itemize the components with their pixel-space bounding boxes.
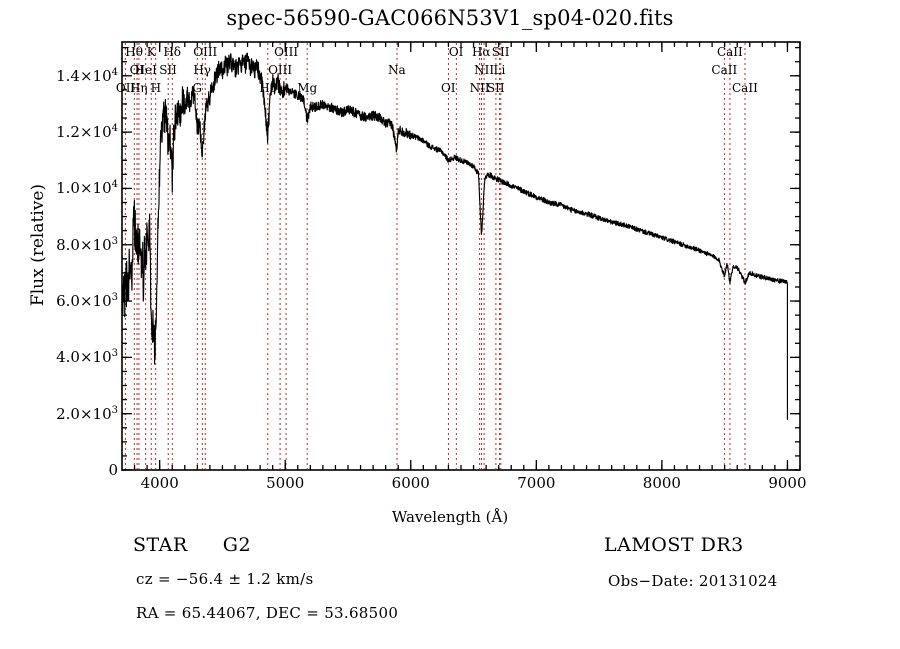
x-tick-label: 6000	[391, 474, 430, 492]
spectral-line-label: OII	[115, 81, 136, 95]
spectral-line-label: SII	[486, 81, 505, 95]
spectral-line-label: NII	[474, 63, 495, 77]
x-tick-label: 4000	[140, 474, 179, 492]
y-tick-label: 4.0×103	[56, 348, 118, 367]
spectral-line-label: OIII	[193, 45, 218, 59]
spectral-line-label: Hθ	[125, 45, 143, 59]
spectral-line-label: OI	[440, 81, 456, 95]
spectral-line-label: OIII	[274, 45, 299, 59]
spectral-line-label: Na	[387, 63, 406, 77]
spectral-line-label: OI	[448, 45, 464, 59]
spectral-line-label: Hβ	[259, 81, 277, 95]
y-tick-label: 0	[108, 461, 118, 479]
y-tick-label: 2.0×103	[56, 404, 118, 423]
spectral-line-label: K	[146, 45, 156, 59]
spectral-line-label: Mg	[297, 81, 318, 95]
footer-spectral-class: G2	[222, 534, 252, 556]
spectral-line-label: OIII	[268, 63, 293, 77]
spectral-line-label: OI	[129, 63, 145, 77]
spectral-line-label: CaII	[711, 63, 738, 77]
footer-cz: cz = −56.4 ± 1.2 km/s	[136, 570, 314, 588]
spectral-line-label: Li	[493, 63, 506, 77]
x-tick-label: 7000	[517, 474, 556, 492]
spectral-line-label: Hδ	[163, 45, 182, 59]
y-tick-label: 1.4×104	[56, 66, 118, 85]
spectral-line-label: G	[192, 81, 202, 95]
spectral-line-label: H	[150, 81, 162, 95]
page-title: spec-56590-GAC066N53V1_sp04-020.fits	[226, 6, 674, 30]
spectral-line-label: SII	[159, 63, 177, 77]
spectral-line-label: SII	[491, 45, 510, 59]
spectral-line-label: Hα	[471, 45, 491, 59]
footer-coordinates: RA = 65.44067, DEC = 53.68500	[136, 604, 399, 622]
y-tick-label: 1.2×104	[56, 123, 118, 142]
footer-obs-date: Obs−Date: 20131024	[608, 572, 778, 590]
y-tick-label: 1.0×104	[56, 179, 118, 198]
footer-object-line: STAR G2	[133, 534, 251, 556]
y-tick-label: 6.0×103	[56, 292, 118, 311]
spectral-line-label: Hγ	[193, 63, 211, 77]
spectral-line-label: CaII	[716, 45, 743, 59]
x-tick-label: 5000	[266, 474, 305, 492]
footer-survey: LAMOST DR3	[604, 534, 744, 556]
x-tick-label: 8000	[642, 474, 681, 492]
x-tick-label: 9000	[768, 474, 807, 492]
spectral-line-label: Hη	[129, 81, 148, 95]
spectral-line-label: CaII	[732, 81, 758, 95]
x-axis-label: Wavelength (Å)	[391, 508, 509, 526]
spectral-line-label: HeI	[134, 63, 157, 77]
spectral-line-label: NII	[469, 81, 490, 95]
footer-object-type: STAR	[133, 534, 188, 556]
y-tick-label: 8.0×103	[56, 235, 118, 254]
y-axis-ticklabels: 0 2.0×103 4.0×103 6.0×103 8.0×103 1.0×104 1.2×…	[12, 0, 118, 649]
